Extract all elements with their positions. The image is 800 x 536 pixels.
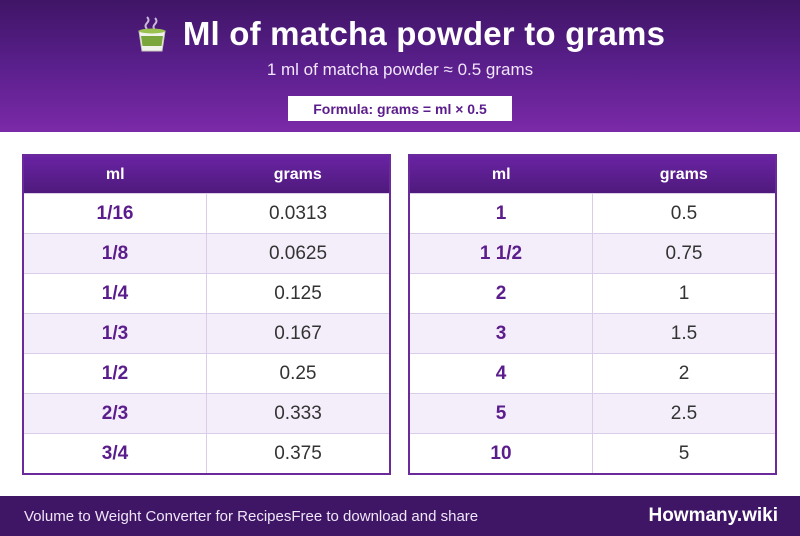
grams-cell: 0.75 xyxy=(665,242,703,264)
table-row: 1/3 0.167 xyxy=(24,313,389,353)
table-header: ml grams xyxy=(410,156,775,193)
page-title: Ml of matcha powder to grams xyxy=(182,15,666,52)
brand-link[interactable]: Howmany.wiki xyxy=(648,505,778,526)
title-row: Ml of matcha powder to grams xyxy=(0,12,800,56)
ml-cell: 4 xyxy=(410,354,593,393)
grams-cell: 1.5 xyxy=(670,322,698,344)
conversion-table-right: ml grams 1 0.5 1 1/2 0.75 2 1 3 1.5 4 2 … xyxy=(408,154,777,475)
grams-cell: 2 xyxy=(678,362,690,384)
table-row: 5 2.5 xyxy=(410,393,775,433)
ml-cell: 1/2 xyxy=(24,354,207,393)
table-row: 10 5 xyxy=(410,433,775,473)
grams-cell: 0.5 xyxy=(670,202,698,224)
conversion-table-left: ml grams 1/16 0.0313 1/8 0.0625 1/4 0.12… xyxy=(22,154,391,475)
column-header-grams: grams xyxy=(273,165,322,183)
ml-cell: 10 xyxy=(410,434,593,473)
column-header-grams: grams xyxy=(659,165,708,183)
ml-cell: 1/8 xyxy=(24,234,207,273)
table-row: 1 1/2 0.75 xyxy=(410,233,775,273)
ml-cell: 2/3 xyxy=(24,394,207,433)
header-banner: Ml of matcha powder to grams 1 ml of mat… xyxy=(0,0,800,132)
matcha-tea-cup-icon xyxy=(138,16,166,52)
table-row: 1/16 0.0313 xyxy=(24,193,389,233)
formula-badge: Formula: grams = ml × 0.5 xyxy=(288,96,512,121)
ml-cell: 1 xyxy=(410,194,593,233)
table-row: 1/2 0.25 xyxy=(24,353,389,393)
table-row: 3/4 0.375 xyxy=(24,433,389,473)
table-row: 4 2 xyxy=(410,353,775,393)
ml-cell: 1/16 xyxy=(24,194,207,233)
table-header: ml grams xyxy=(24,156,389,193)
table-row: 1 0.5 xyxy=(410,193,775,233)
ml-cell: 3/4 xyxy=(24,434,207,473)
grams-cell: 0.167 xyxy=(274,322,322,344)
grams-cell: 1 xyxy=(678,282,690,304)
table-row: 1/4 0.125 xyxy=(24,273,389,313)
footer-bar: Volume to Weight Converter for Recipes F… xyxy=(0,496,800,536)
ml-cell: 2 xyxy=(410,274,593,313)
grams-cell: 0.0313 xyxy=(268,202,328,224)
ml-cell: 3 xyxy=(410,314,593,353)
footer-share-note: Free to download and share xyxy=(291,507,479,525)
footer-tagline: Volume to Weight Converter for Recipes xyxy=(24,507,292,525)
table-row: 1/8 0.0625 xyxy=(24,233,389,273)
table-row: 3 1.5 xyxy=(410,313,775,353)
grams-cell: 0.25 xyxy=(279,362,317,384)
grams-cell: 2.5 xyxy=(670,402,698,424)
ml-cell: 1 1/2 xyxy=(410,234,593,273)
grams-cell: 0.125 xyxy=(274,282,322,304)
ml-cell: 1/3 xyxy=(24,314,207,353)
grams-cell: 0.0625 xyxy=(268,242,328,264)
table-row: 2/3 0.333 xyxy=(24,393,389,433)
table-row: 2 1 xyxy=(410,273,775,313)
grams-cell: 5 xyxy=(678,442,690,464)
column-header-ml: ml xyxy=(491,165,511,183)
ml-cell: 5 xyxy=(410,394,593,433)
grams-cell: 0.375 xyxy=(274,442,322,464)
grams-cell: 0.333 xyxy=(274,402,322,424)
ml-cell: 1/4 xyxy=(24,274,207,313)
subtitle: 1 ml of matcha powder ≈ 0.5 grams xyxy=(266,60,534,79)
column-header-ml: ml xyxy=(105,165,125,183)
